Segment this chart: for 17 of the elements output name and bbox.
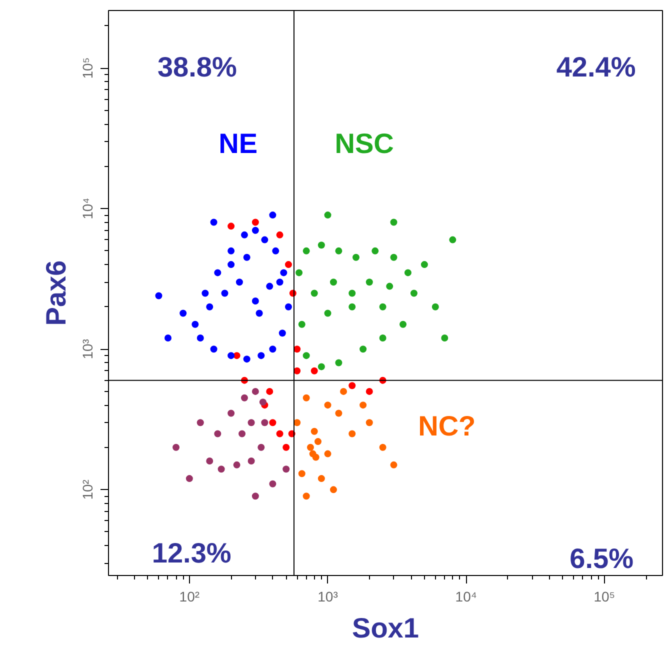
annotation: 12.3% <box>152 537 232 568</box>
y-tick-label: 10² <box>80 479 96 500</box>
y-tick-label: 10⁵ <box>80 57 96 79</box>
x-axis-title: Sox1 <box>352 612 419 644</box>
y-tick-label: 10⁴ <box>80 198 96 220</box>
annotation: 6.5% <box>570 543 634 574</box>
series-label: NSC <box>334 128 394 160</box>
series-label: NC? <box>418 410 476 442</box>
x-tick-label: 10⁴ <box>455 588 477 604</box>
x-tick-label: 10³ <box>318 588 338 604</box>
y-axis-title: Pax6 <box>40 260 72 326</box>
annotation: 42.4% <box>556 52 636 82</box>
x-tick-label: 10⁵ <box>594 588 616 604</box>
annotation: 38.8% <box>157 52 237 82</box>
y-tick-label: 10³ <box>80 338 96 360</box>
x-tick-label: 10² <box>179 588 200 604</box>
series-label: NE <box>218 128 258 160</box>
